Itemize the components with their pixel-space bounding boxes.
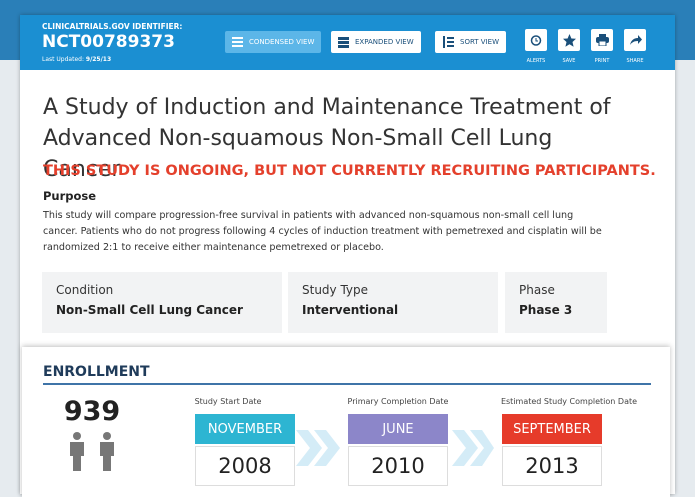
date-month: JUNE (348, 414, 448, 444)
icon (629, 35, 642, 45)
share-button[interactable] (624, 29, 646, 51)
date-year: 2008 (195, 446, 295, 486)
fact-value: Phase 3 (519, 303, 573, 317)
fact-label: Condition (56, 283, 114, 297)
icon (595, 34, 609, 46)
icon (232, 36, 243, 47)
updated-date: 9/25/13 (85, 56, 112, 63)
print-button[interactable] (591, 29, 613, 51)
date-label: Estimated Study Completion Date (500, 397, 638, 406)
id-label: CLINICALTRIALS.GOV IDENTIFIER: (42, 22, 183, 31)
updated: Last Updated: 9/25/13 (42, 56, 111, 63)
updated-label: Last Updated: (42, 56, 84, 63)
action-label: SAVE (562, 58, 576, 64)
icon (443, 35, 454, 48)
status: THIS STUDY IS ONGOING, BUT NOT CURRENTLY… (43, 163, 656, 179)
header: CLINICALTRIALS.GOV IDENTIFIER: NCT007893… (20, 15, 675, 70)
fact-box: Condition Non-Small Cell Lung Cancer (42, 272, 282, 333)
date-month: SEPTEMBER (502, 414, 602, 444)
chevrons (296, 430, 494, 466)
date-label: Primary Completion Date (347, 397, 449, 406)
button-label: EXPANDED VIEW (355, 38, 414, 46)
fact-label: Phase (519, 283, 555, 297)
action-label: SHARE (626, 58, 644, 64)
fact-value: Non-Small Cell Lung Cancer (56, 303, 243, 317)
trial-id: NCT00789373 (42, 32, 175, 52)
date-month: NOVEMBER (195, 414, 295, 444)
date-year: 2013 (502, 446, 602, 486)
date-label: Study Start Date (194, 397, 262, 406)
expanded-button[interactable]: EXPANDED VIEW (331, 31, 421, 53)
icon (530, 35, 542, 46)
fact-value: Interventional (302, 303, 399, 317)
condensed-button[interactable]: CONDENSED VIEW (225, 31, 322, 53)
purpose-text: This study will compare progression-free… (43, 210, 602, 253)
save-button[interactable] (558, 29, 580, 51)
button-label: CONDENSED VIEW (249, 38, 315, 46)
icon (562, 33, 576, 47)
alerts-button[interactable] (525, 29, 547, 51)
enrollment-heading: ENROLLMENT (43, 364, 150, 380)
date-year: 2010 (348, 446, 448, 486)
action-label: PRINT (594, 58, 610, 64)
divider (43, 383, 651, 385)
enrollment-count: 939 (63, 396, 121, 427)
action-label: ALERTS (526, 58, 546, 64)
sort-button[interactable]: SORT VIEW (435, 31, 507, 53)
people-icon (70, 432, 114, 471)
study-title: A Study of Induction and Maintenance Tre… (43, 95, 611, 182)
fact-box: Study Type Interventional (288, 272, 498, 333)
button-label: SORT VIEW (460, 38, 500, 46)
icon (338, 36, 349, 48)
purpose-heading: Purpose (43, 189, 97, 203)
fact-box: Phase Phase 3 (505, 272, 607, 333)
fact-label: Study Type (302, 283, 369, 297)
